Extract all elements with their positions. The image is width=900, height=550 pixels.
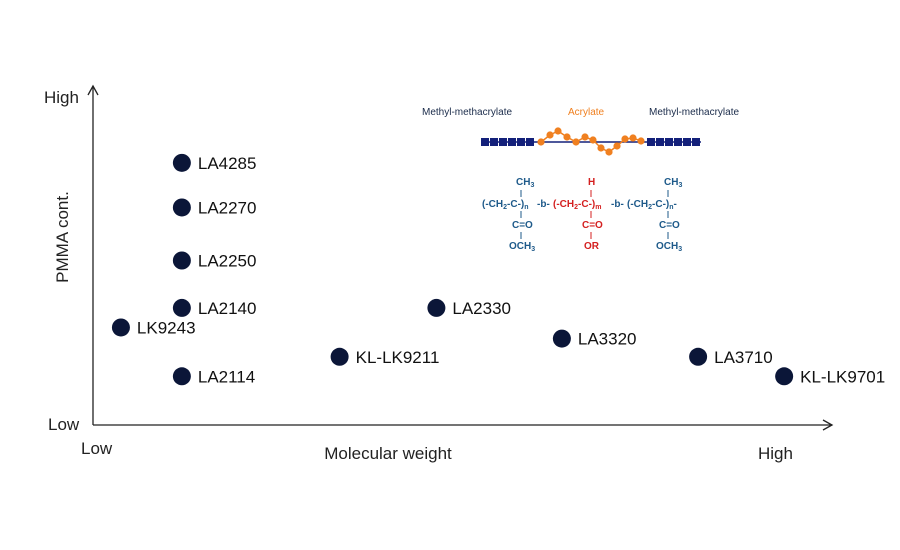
x-axis-title: Molecular weight [324, 444, 452, 463]
acrylate-unit-3 [563, 133, 571, 141]
formula-ester-mid: OR [584, 241, 600, 252]
pmma-unit-1 [490, 138, 498, 146]
chemical-formula: CH3 H CH3 (-CH2-C-)n -b- (-CH2-C-)m -b- … [482, 177, 682, 253]
point-la2250 [172, 251, 191, 270]
acrylate-unit-11 [629, 134, 637, 142]
formula-chain-2: (-CH2-C-)m [553, 199, 601, 211]
formula-link-2: -b- [611, 199, 624, 210]
pmma-unit-10 [683, 138, 691, 146]
point-la3710 [689, 347, 708, 366]
point-la2270 [172, 198, 191, 217]
formula-carbonyl-left: C=O [512, 220, 533, 231]
legend-mid-label: Acrylate [568, 107, 605, 118]
acrylate-unit-1 [546, 131, 554, 139]
point-la2114 [172, 367, 191, 386]
pmma-unit-11 [692, 138, 700, 146]
point-label-la3320: LA3320 [578, 330, 637, 349]
y-low-label: Low [48, 415, 80, 434]
x-low-label: Low [81, 439, 113, 458]
point-label-la3710: LA3710 [714, 348, 773, 367]
point-label-la2140: LA2140 [198, 299, 257, 318]
copolymer-chain [481, 127, 701, 156]
y-high-label: High [44, 88, 79, 107]
point-label-la4285: LA4285 [198, 154, 257, 173]
point-la2140 [172, 298, 191, 317]
acrylate-unit-12 [637, 137, 645, 145]
formula-ester-right: OCH3 [656, 241, 682, 253]
acrylate-unit-2 [554, 127, 562, 135]
point-lk9243 [111, 318, 130, 337]
formula-chain-3: (-CH2-C-)n- [627, 199, 677, 211]
formula-top-mid: H [588, 177, 595, 188]
pmma-unit-6 [647, 138, 655, 146]
point-label-lk9243: LK9243 [137, 318, 196, 337]
copolymer-legend: Methyl-methacrylate Acrylate Methyl-meth… [422, 107, 739, 156]
formula-carbonyl-mid: C=O [582, 220, 603, 231]
formula-top-right: CH3 [664, 177, 682, 189]
point-label-kl-lk9701: KL-LK9701 [800, 367, 885, 386]
acrylate-unit-6 [589, 136, 597, 144]
pmma-unit-3 [508, 138, 516, 146]
point-label-la2270: LA2270 [198, 198, 257, 217]
point-kl-lk9701 [775, 367, 794, 386]
x-high-label: High [758, 444, 793, 463]
point-la2330 [427, 298, 446, 317]
acrylate-unit-8 [605, 148, 613, 156]
point-label-kl-lk9211: KL-LK9211 [356, 348, 440, 367]
point-label-la2114: LA2114 [198, 367, 255, 386]
pmma-unit-9 [674, 138, 682, 146]
acrylate-unit-10 [621, 135, 629, 143]
legend-left-label: Methyl-methacrylate [422, 107, 512, 118]
point-la3320 [552, 329, 571, 348]
legend-right-label: Methyl-methacrylate [649, 107, 739, 118]
y-axis-arrow [87, 84, 99, 96]
point-la4285 [172, 153, 191, 172]
pmma-unit-0 [481, 138, 489, 146]
acrylate-unit-9 [613, 142, 621, 150]
pmma-unit-5 [526, 138, 534, 146]
formula-ester-left: OCH3 [509, 241, 535, 253]
point-kl-lk9211 [330, 347, 349, 366]
formula-link-1: -b- [537, 199, 550, 210]
pmma-unit-2 [499, 138, 507, 146]
acrylate-unit-7 [597, 144, 605, 152]
point-label-la2330: LA2330 [452, 299, 511, 318]
pmma-unit-8 [665, 138, 673, 146]
formula-chain-1: (-CH2-C-)n [482, 199, 529, 211]
pmma-unit-7 [656, 138, 664, 146]
point-label-la2250: LA2250 [198, 252, 257, 271]
x-axis-arrow [822, 419, 834, 431]
formula-carbonyl-right: C=O [659, 220, 680, 231]
acrylate-unit-4 [572, 138, 580, 146]
pmma-unit-4 [517, 138, 525, 146]
acrylate-unit-5 [581, 133, 589, 141]
acrylate-unit-0 [537, 138, 545, 146]
y-axis-title: PMMA cont. [53, 191, 72, 283]
formula-top-left: CH3 [516, 177, 534, 189]
